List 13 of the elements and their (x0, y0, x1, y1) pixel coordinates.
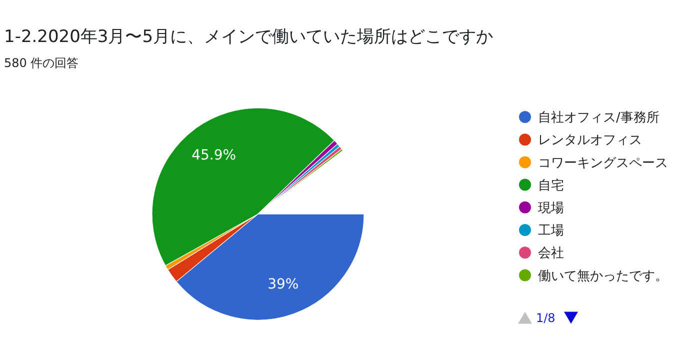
legend-label: 自宅 (538, 177, 564, 194)
legend-label: 会社 (538, 246, 564, 262)
text: 1/8 (536, 311, 556, 325)
legend-label: 働いて無かったです。 (538, 268, 668, 284)
legend-label: レンタルオフィス (538, 133, 642, 148)
data-label: 45.9% (192, 147, 236, 164)
legend-label: 現場 (538, 200, 564, 216)
legend-label: 工場 (538, 224, 564, 239)
data-label: 39% (268, 276, 299, 293)
legend-label: コワーキングスペース (538, 156, 668, 171)
chart-title: 1-2.2020年3月〜5月に、メインで働いていた場所はどこですか (4, 27, 494, 47)
text: 580 件の回答 (4, 56, 79, 70)
legend-label: 自社オフィス/事務所 (538, 110, 660, 126)
